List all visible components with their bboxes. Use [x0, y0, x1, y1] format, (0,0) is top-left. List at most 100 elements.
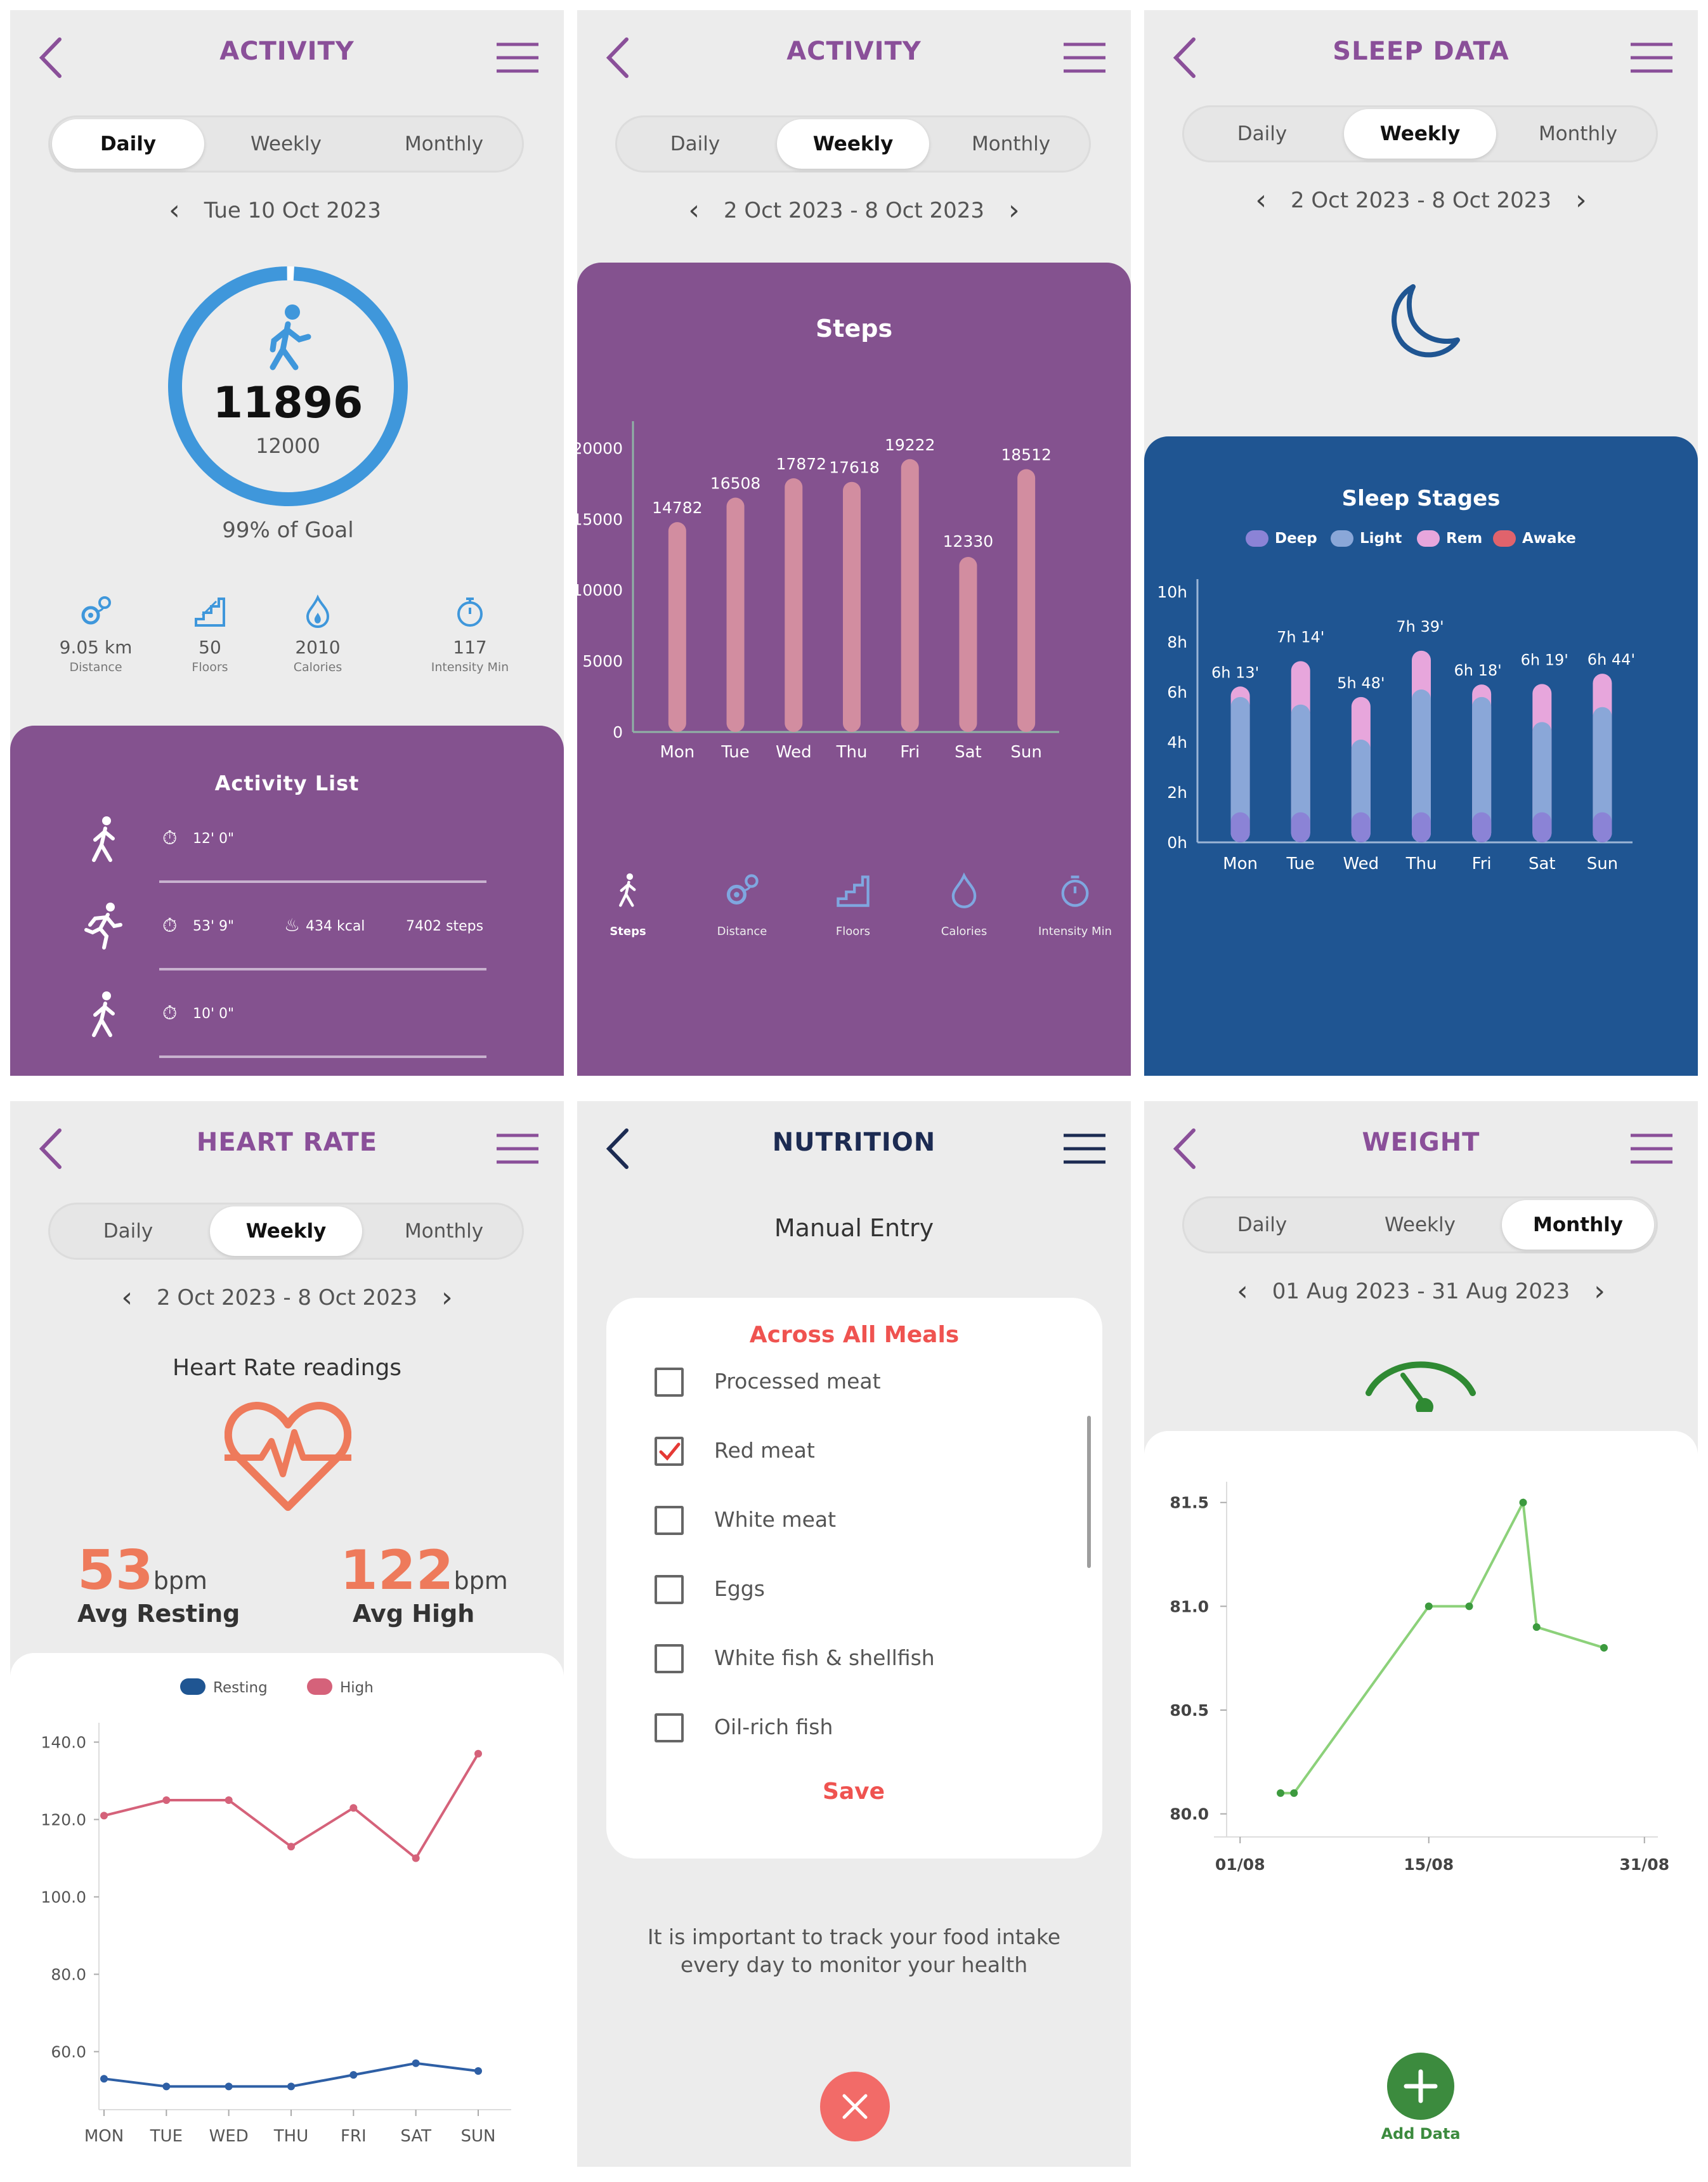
activity-steps: 7402 steps — [406, 918, 484, 934]
y-tick-label: 120.0 — [41, 1811, 86, 1829]
walk-icon — [619, 873, 636, 907]
back-arrow-icon[interactable] — [603, 36, 634, 80]
back-arrow-icon[interactable] — [1170, 1127, 1201, 1171]
meal-item[interactable]: Eggs — [644, 1562, 1063, 1613]
y-tick-label: 4h — [1167, 733, 1187, 752]
meal-item[interactable]: Oil-rich fish — [644, 1701, 1063, 1751]
list-item[interactable]: ⏱ 12' 0" — [10, 808, 564, 891]
data-point — [287, 2082, 295, 2091]
previous-date-icon[interactable]: ‹ — [169, 194, 180, 226]
menu-icon[interactable] — [497, 1133, 538, 1165]
y-tick-label: 8h — [1167, 633, 1187, 651]
y-tick-label: 140.0 — [41, 1734, 86, 1752]
tab-weekly[interactable]: Weekly — [251, 133, 322, 155]
period-selector: Daily Weekly Monthly — [615, 115, 1091, 173]
light-segment — [1412, 689, 1431, 842]
tab-weekly[interactable]: Weekly — [1385, 1213, 1456, 1236]
meal-item-label: Oil-rich fish — [714, 1715, 833, 1739]
metric-tab-distance[interactable]: Distance — [694, 872, 790, 938]
tab-daily[interactable]: Daily — [52, 119, 204, 169]
next-date-icon[interactable]: › — [1008, 194, 1020, 226]
meal-item[interactable]: White fish & shellfish — [644, 1631, 1063, 1682]
back-arrow-icon[interactable] — [36, 1127, 67, 1171]
next-date-icon[interactable]: › — [1594, 1275, 1605, 1307]
page-title: ACTIVITY — [786, 37, 922, 66]
next-date-icon[interactable]: › — [441, 1281, 453, 1314]
tab-monthly[interactable]: Monthly — [1502, 1200, 1654, 1250]
checkbox[interactable] — [655, 1644, 684, 1673]
add-data-button[interactable] — [1387, 2053, 1454, 2120]
steps-bar-chart: 0 5000 10000 15000 20000 14782 Mon 16508 Tue 1787… — [577, 421, 1059, 762]
checkbox[interactable] — [655, 1713, 684, 1742]
metric-tab-calories[interactable]: Calories — [916, 872, 1012, 938]
tab-daily[interactable]: Daily — [1237, 1213, 1288, 1236]
back-arrow-icon[interactable] — [1170, 36, 1201, 80]
metric-tab-floors[interactable]: Floors — [805, 872, 901, 938]
stat-label: Distance — [69, 660, 122, 674]
meal-item[interactable]: Red meat — [644, 1424, 1063, 1475]
menu-icon[interactable] — [1064, 1133, 1105, 1165]
meal-item[interactable]: White meat — [644, 1493, 1063, 1544]
previous-date-icon[interactable]: ‹ — [1237, 1275, 1248, 1307]
legend-label: Deep — [1275, 530, 1317, 547]
previous-date-icon[interactable]: ‹ — [121, 1281, 133, 1314]
metric-tab-steps[interactable]: Steps — [590, 872, 666, 938]
checkbox[interactable] — [655, 1368, 684, 1397]
list-item[interactable]: ⏱ 53' 9" ♨ 434 kcal 7402 steps — [10, 896, 564, 978]
menu-icon[interactable] — [1631, 42, 1672, 74]
tab-monthly[interactable]: Monthly — [404, 1220, 484, 1243]
light-segment — [1230, 696, 1250, 842]
save-button[interactable]: Save — [822, 1779, 885, 1805]
tab-monthly[interactable]: Monthly — [404, 133, 484, 155]
next-date-icon[interactable]: › — [1575, 184, 1587, 216]
tab-daily[interactable]: Daily — [1237, 122, 1288, 145]
scrollbar[interactable] — [1087, 1416, 1091, 1568]
data-point — [412, 2059, 420, 2067]
activity-duration: 10' 0" — [193, 1006, 235, 1022]
previous-date-icon[interactable]: ‹ — [688, 194, 700, 226]
date-label: 01 Aug 2023 - 31 Aug 2023 — [1272, 1278, 1570, 1304]
x-tick-label: Sun — [1010, 743, 1041, 762]
legend-swatch-high — [307, 1678, 332, 1695]
back-arrow-icon[interactable] — [36, 36, 67, 80]
legend-label: Rem — [1446, 530, 1483, 547]
menu-icon[interactable] — [497, 42, 538, 74]
divider — [159, 968, 486, 970]
x-tick-label: Sun — [1587, 854, 1618, 873]
activity-weekly-screen: ACTIVITY Daily Weekly Monthly ‹ 2 Oct 202… — [577, 10, 1131, 1076]
list-item[interactable]: ⏱ 10' 0" — [10, 983, 564, 1066]
checkbox[interactable] — [655, 1437, 684, 1466]
y-tick-label: 60.0 — [51, 2043, 86, 2061]
meal-item[interactable]: Processed meat — [644, 1355, 1063, 1406]
date-label: 2 Oct 2023 - 8 Oct 2023 — [723, 197, 984, 223]
data-point — [474, 2067, 482, 2075]
tab-weekly[interactable]: Weekly — [777, 119, 929, 169]
tab-daily[interactable]: Daily — [670, 133, 720, 155]
previous-date-icon[interactable]: ‹ — [1255, 184, 1267, 216]
menu-icon[interactable] — [1631, 1133, 1672, 1165]
date-navigator: ‹ Tue 10 Oct 2023 — [10, 194, 564, 226]
metric-tab-intensity[interactable]: Intensity Min — [1021, 872, 1129, 938]
meal-checklist: Processed meat Red meat White meat Eggs Whit… — [606, 1355, 1088, 1767]
stat-value: 50 — [199, 637, 221, 658]
scale-gauge-icon — [1366, 1361, 1476, 1412]
deep-segment — [1412, 812, 1431, 842]
divider — [159, 880, 486, 883]
tab-monthly[interactable]: Monthly — [971, 133, 1051, 155]
menu-icon[interactable] — [1064, 42, 1105, 74]
close-button[interactable] — [820, 2072, 890, 2141]
series-line-high — [103, 1753, 479, 1860]
back-arrow-icon[interactable] — [603, 1127, 634, 1171]
tab-monthly[interactable]: Monthly — [1538, 122, 1618, 145]
card-title: Across All Meals — [749, 1322, 960, 1348]
date-navigator: ‹ 01 Aug 2023 - 31 Aug 2023 › — [1144, 1275, 1698, 1307]
tab-weekly[interactable]: Weekly — [210, 1206, 362, 1256]
tab-weekly[interactable]: Weekly — [1344, 109, 1496, 159]
nutrition-subtitle: Manual Entry — [774, 1214, 934, 1242]
data-label: 12330 — [943, 532, 994, 551]
moon-icon — [1392, 284, 1460, 358]
checkbox[interactable] — [655, 1506, 684, 1535]
stat-value: 9.05 km — [59, 637, 133, 658]
tab-daily[interactable]: Daily — [103, 1220, 153, 1243]
checkbox[interactable] — [655, 1575, 684, 1604]
